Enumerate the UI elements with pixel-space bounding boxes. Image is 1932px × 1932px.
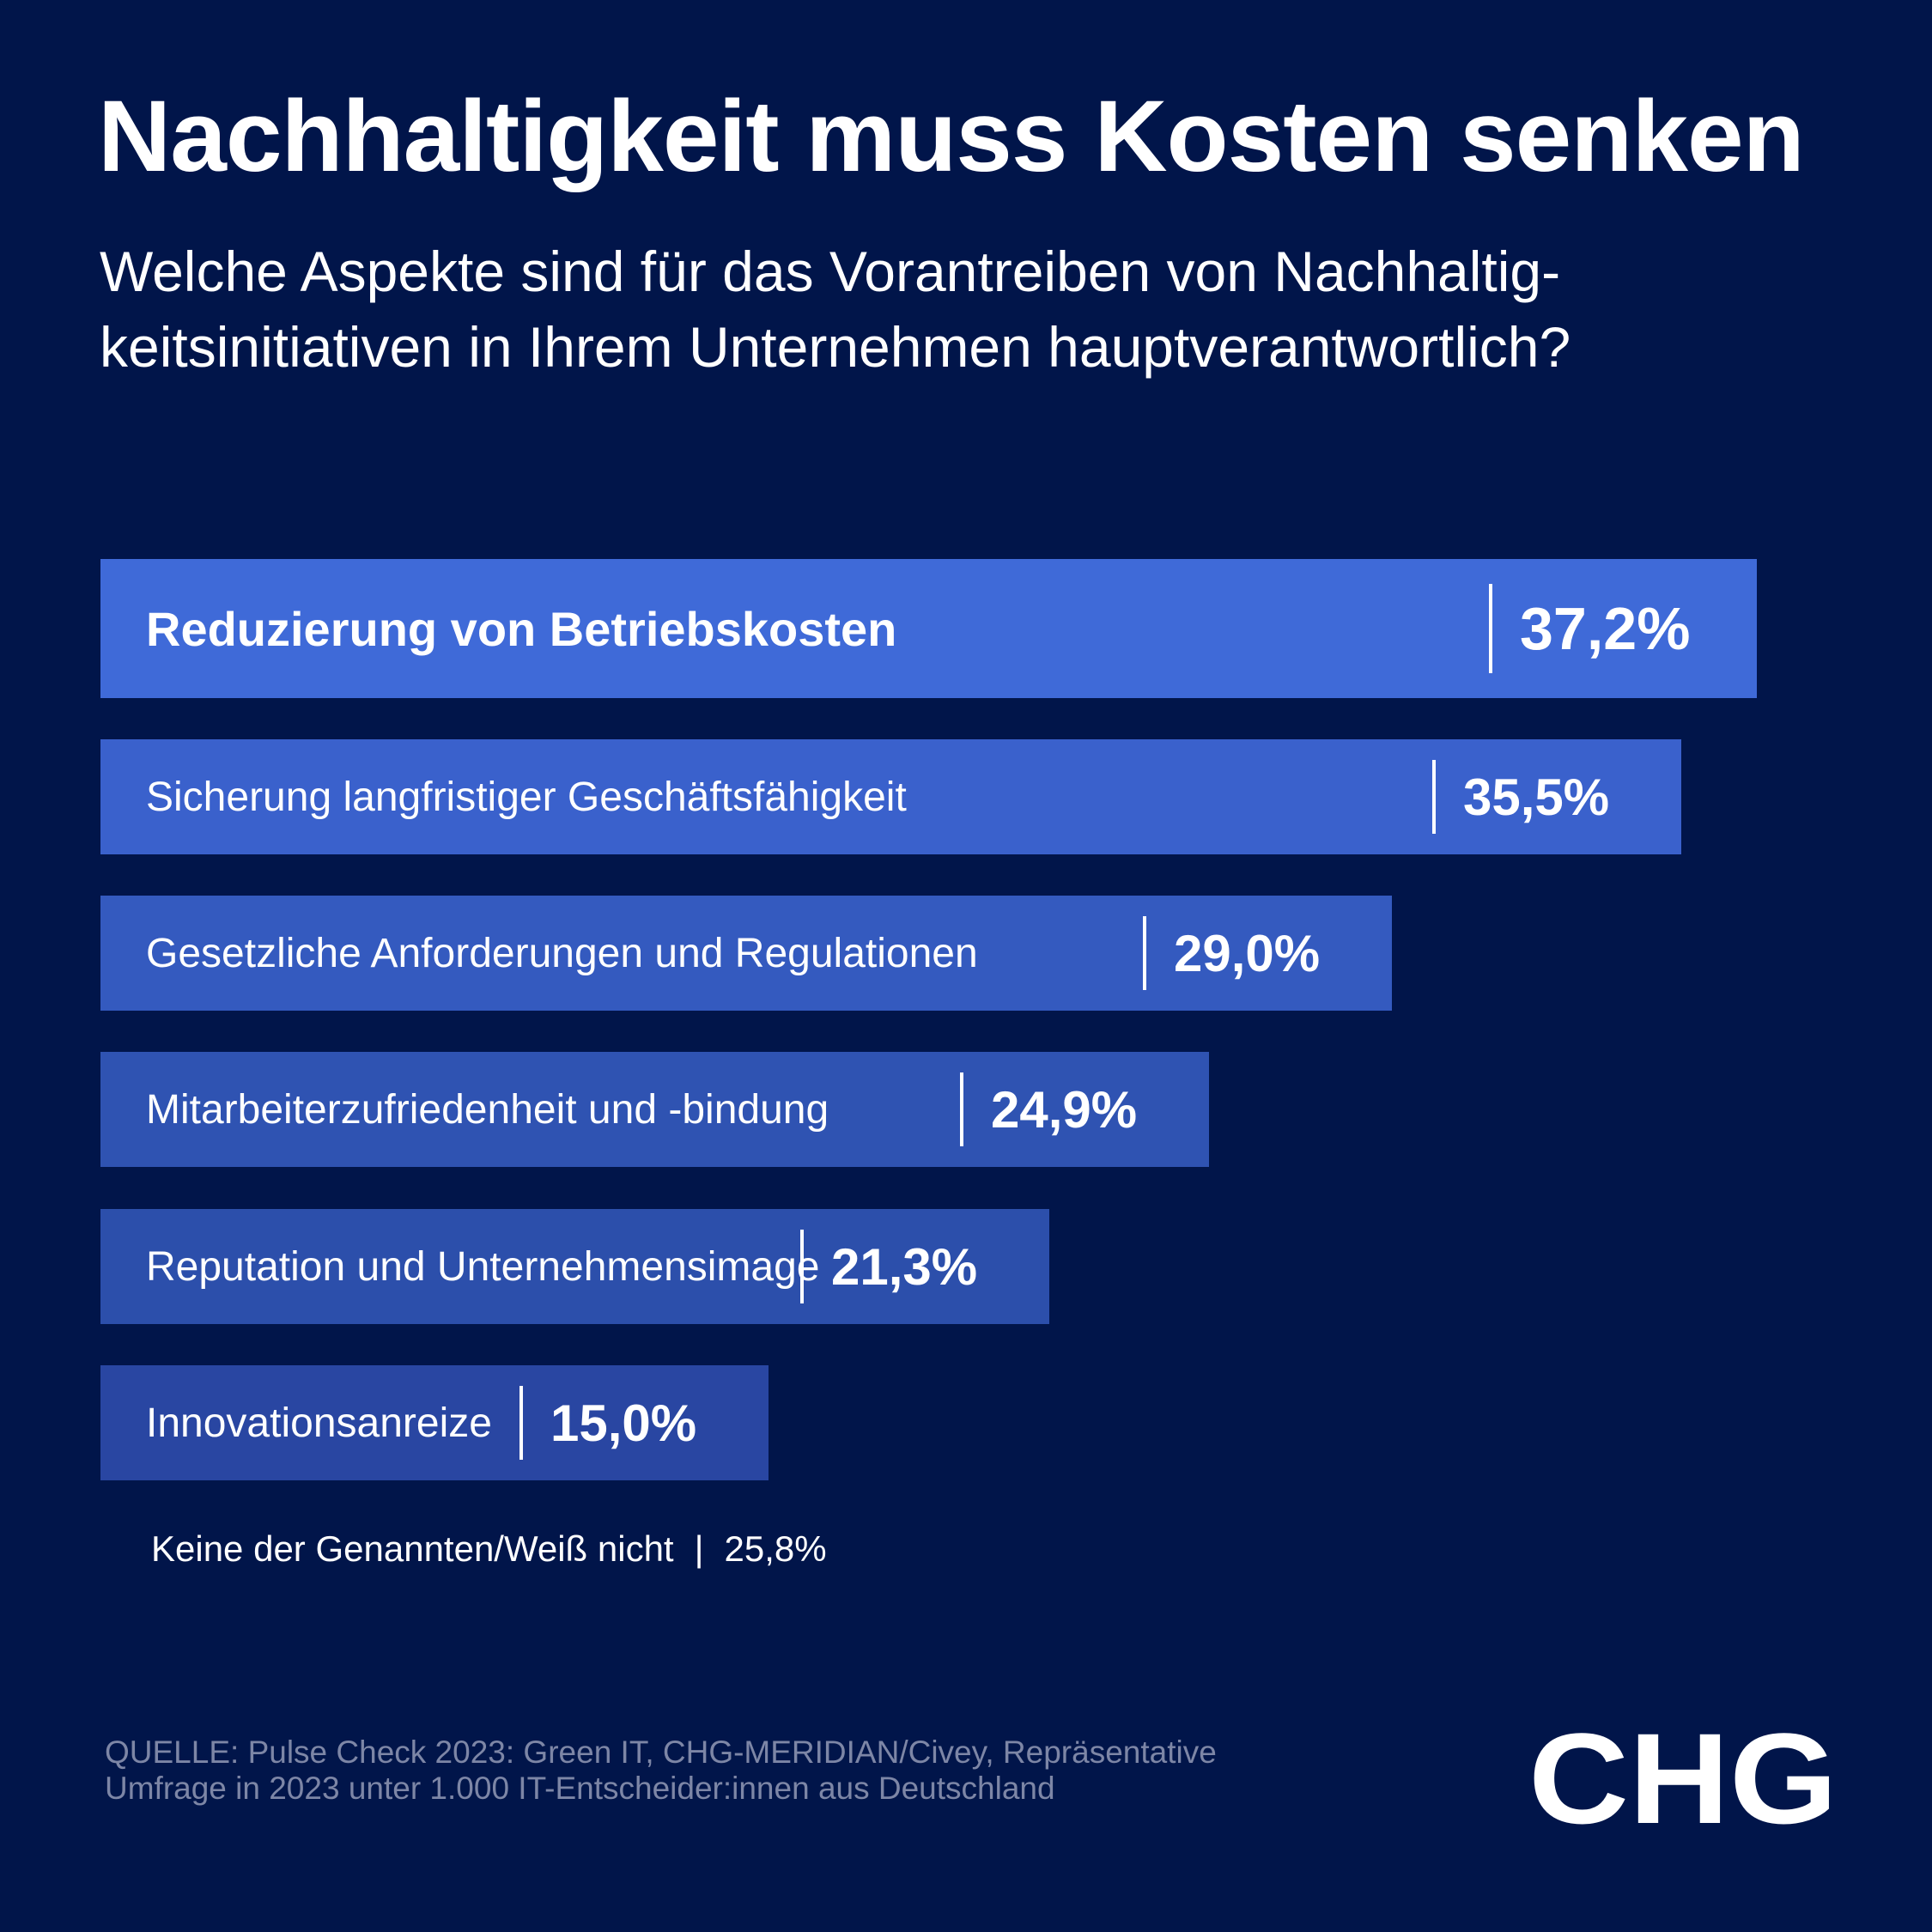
bar-value-label: 24,9% bbox=[991, 1080, 1138, 1139]
bar-value-label: 37,2% bbox=[1520, 595, 1691, 662]
bar-category-label: Gesetzliche Anforderungen und Regulation… bbox=[146, 930, 978, 976]
bar-value-label: 15,0% bbox=[550, 1394, 697, 1452]
extra-answer-label: Keine der Genannten/Weiß nicht bbox=[151, 1528, 674, 1569]
bar-value-label: 21,3% bbox=[831, 1237, 978, 1296]
bar-value-label: 35,5% bbox=[1463, 768, 1610, 826]
chart-subtitle: Welche Aspekte sind für das Vorantreiben… bbox=[100, 234, 1843, 385]
extra-answer-separator: | bbox=[694, 1528, 704, 1569]
bar-separator bbox=[1489, 584, 1492, 673]
bar-separator bbox=[1143, 916, 1146, 990]
logo-text: CHG bbox=[1528, 1722, 1838, 1832]
bar-category-label: Reduzierung von Betriebskosten bbox=[146, 601, 897, 656]
source-note: QUELLE: Pulse Check 2023: Green IT, CHG-… bbox=[105, 1735, 1217, 1807]
bar-separator bbox=[519, 1386, 523, 1460]
subtitle-line: keitsinitiativen in Ihrem Unternehmen ha… bbox=[100, 315, 1571, 379]
bar-separator bbox=[800, 1230, 804, 1303]
bar-separator bbox=[960, 1072, 963, 1146]
bar-category-label: Sicherung langfristiger Geschäftsfähigke… bbox=[146, 774, 907, 820]
extra-answer-value: 25,8% bbox=[724, 1528, 827, 1569]
subtitle-line: Welche Aspekte sind für das Vorantreiben… bbox=[100, 240, 1561, 303]
source-line: QUELLE: Pulse Check 2023: Green IT, CHG-… bbox=[105, 1735, 1217, 1770]
bar: Sicherung langfristiger Geschäftsfähigke… bbox=[100, 739, 1681, 854]
bar: Gesetzliche Anforderungen und Regulation… bbox=[100, 896, 1392, 1011]
bar-separator bbox=[1432, 760, 1436, 834]
bar-value-label: 29,0% bbox=[1174, 924, 1321, 982]
source-line: Umfrage in 2023 unter 1.000 IT-Entscheid… bbox=[105, 1771, 1055, 1806]
chart-title: Nachhaltigkeit muss Kosten senken bbox=[98, 80, 1805, 193]
bar: Reduzierung von Betriebskosten 37,2% bbox=[100, 559, 1757, 698]
bar: Reputation und Unternehmensimage 21,3% bbox=[100, 1209, 1049, 1324]
extra-answer: Keine der Genannten/Weiß nicht | 25,8% bbox=[151, 1528, 827, 1570]
bar-category-label: Reputation und Unternehmensimage bbox=[146, 1243, 820, 1290]
bar-category-label: Mitarbeiterzufriedenheit und -bindung bbox=[146, 1086, 829, 1133]
bar: Mitarbeiterzufriedenheit und -bindung 24,… bbox=[100, 1052, 1209, 1167]
bar-category-label: Innovationsanreize bbox=[146, 1400, 492, 1446]
chg-logo: CHG bbox=[1528, 1722, 1838, 1832]
bar: Innovationsanreize 15,0% bbox=[100, 1365, 769, 1480]
